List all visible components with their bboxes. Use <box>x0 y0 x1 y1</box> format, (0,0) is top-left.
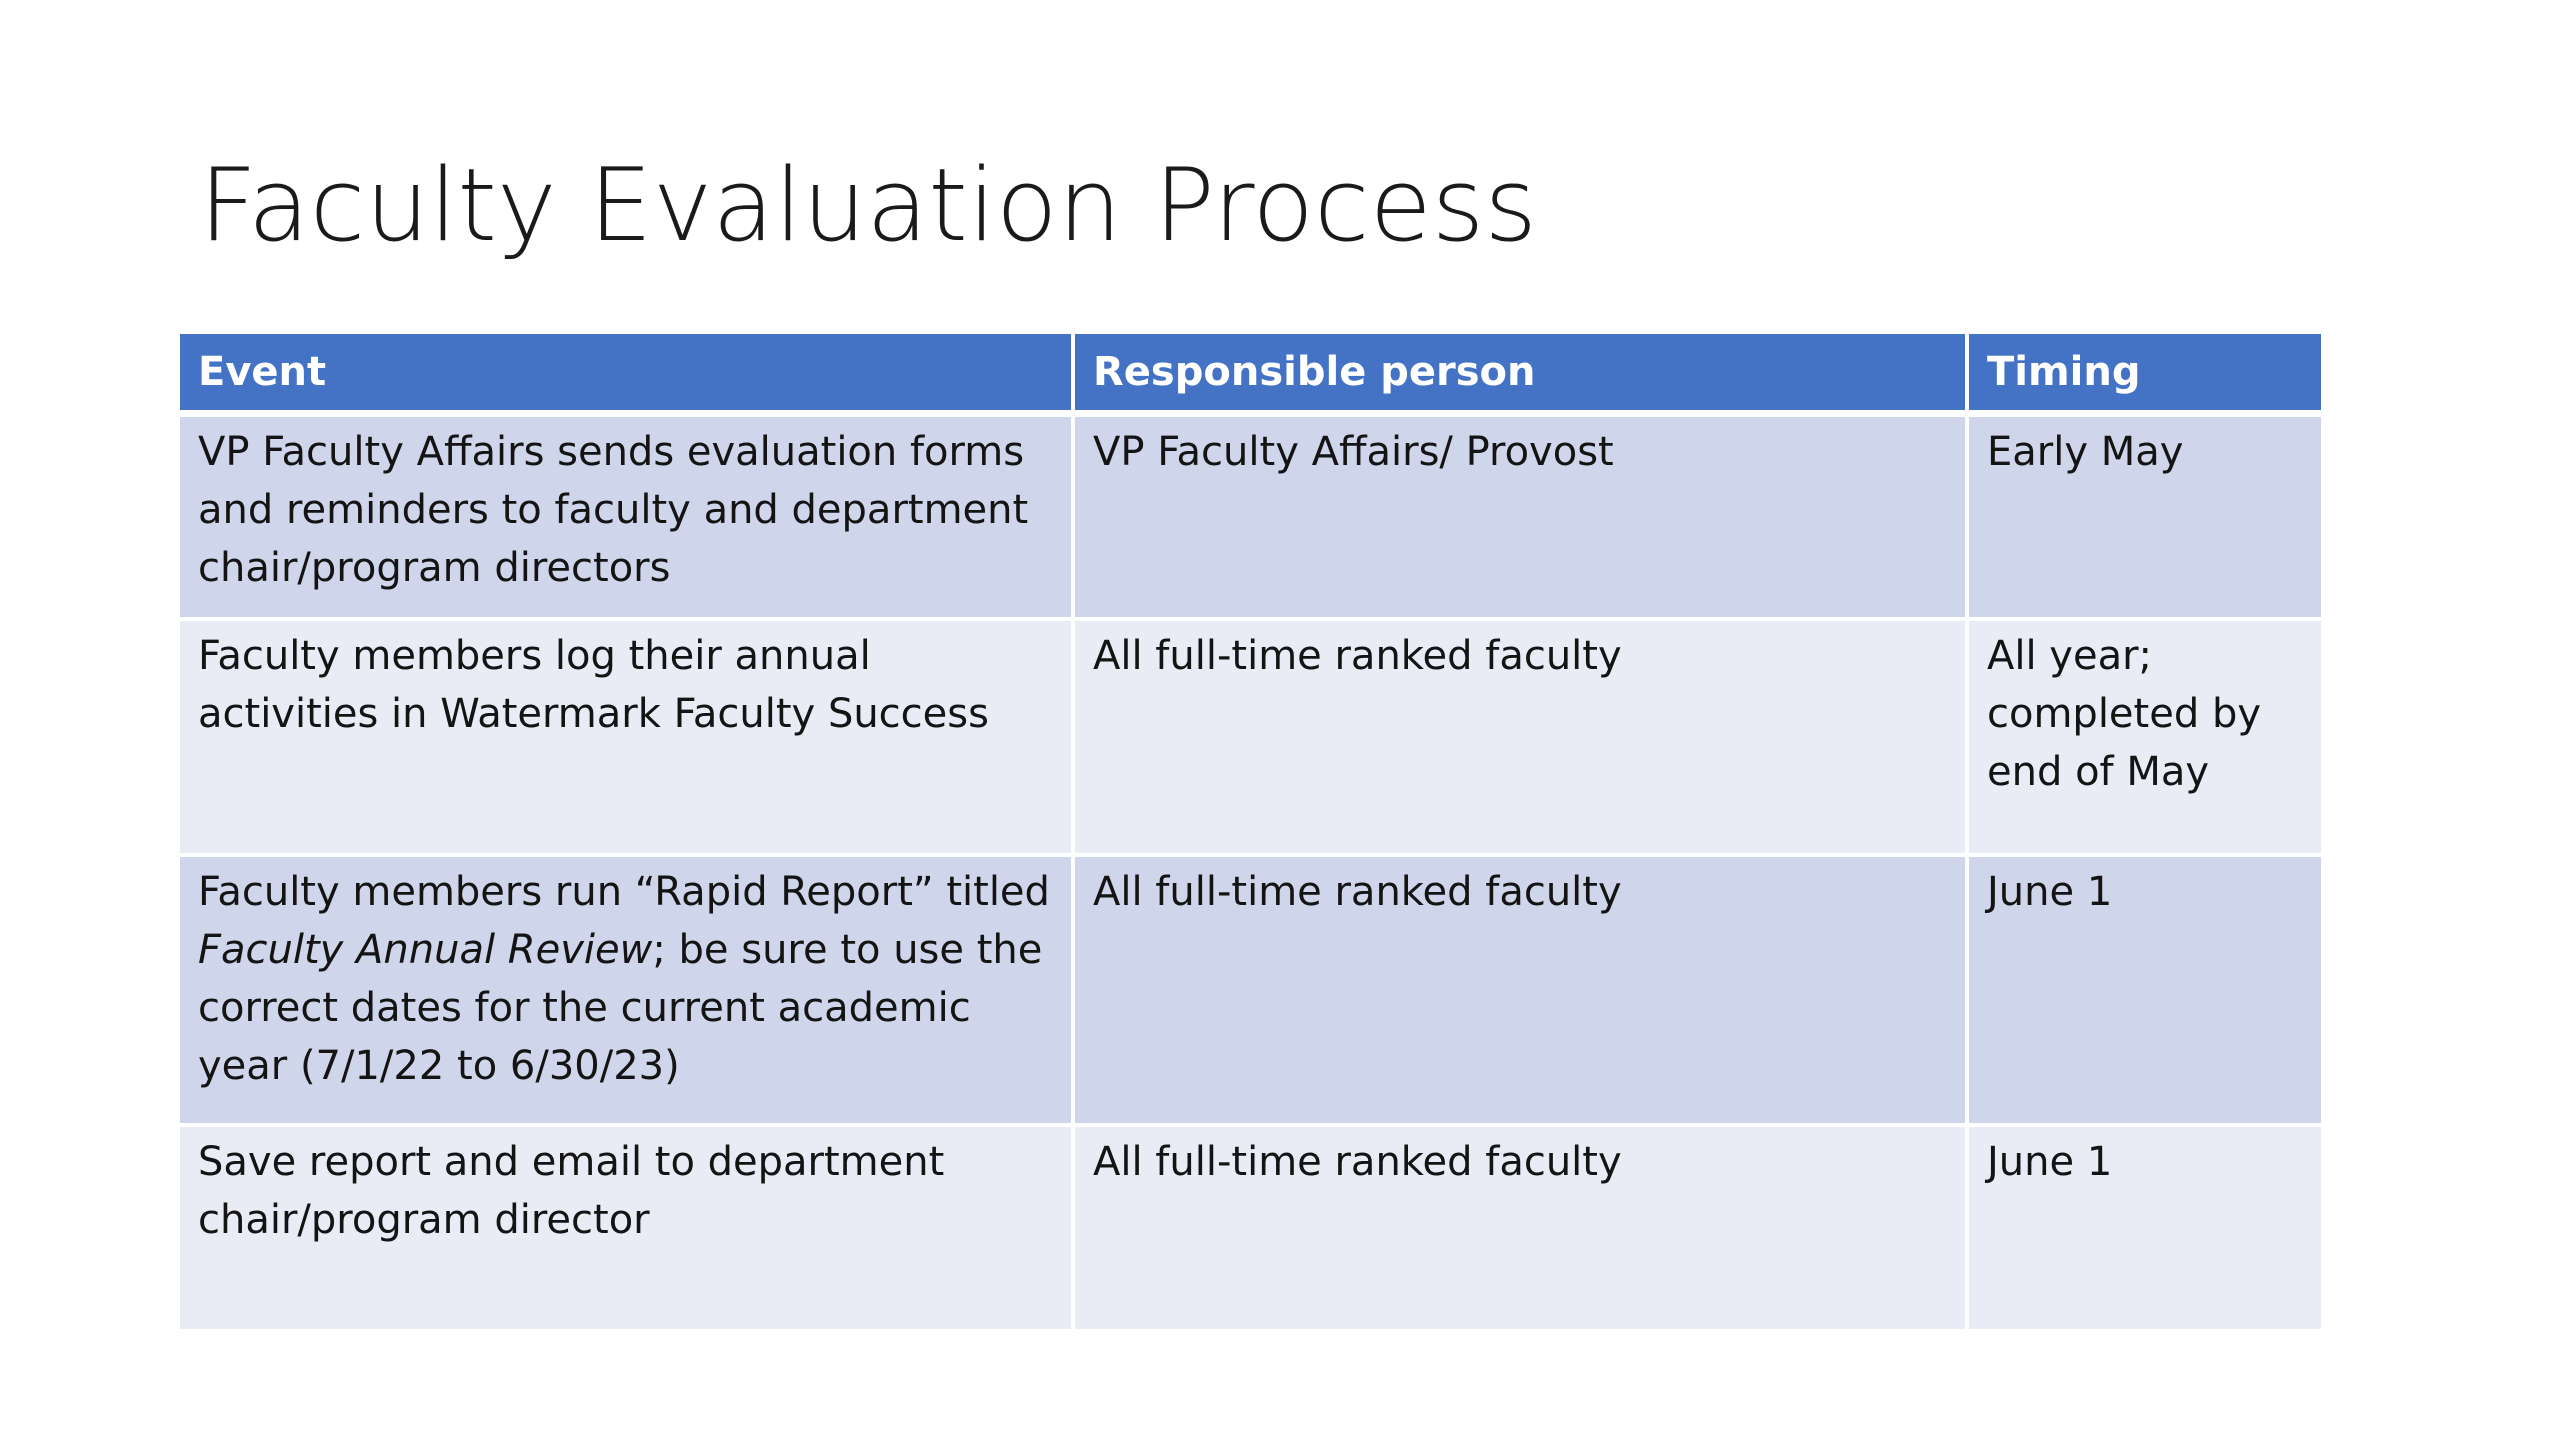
table-row: Faculty members log their annual activit… <box>180 619 2321 855</box>
table-row: Faculty members run “Rapid Report” title… <box>180 855 2321 1125</box>
event-cell: Faculty members run “Rapid Report” title… <box>180 855 1075 1125</box>
responsible-cell: VP Faculty Affairs/ Provost <box>1071 413 1969 619</box>
responsible-cell: All full-time ranked faculty <box>1071 619 1969 855</box>
slide-title: Faculty Evaluation Process <box>199 146 1537 264</box>
event-cell: VP Faculty Affairs sends evaluation form… <box>180 413 1075 619</box>
table-row: Save report and email to department chai… <box>180 1125 2321 1329</box>
timing-cell: Early May <box>1965 413 2321 619</box>
table-header-row: Event Responsible person Timing <box>180 334 2321 417</box>
event-text-end: ; be sure to use the correct dates for t… <box>198 927 1043 1089</box>
event-cell: Faculty members log their annual activit… <box>180 619 1075 855</box>
column-header-responsible-person: Responsible person <box>1071 334 1969 417</box>
evaluation-table-container: Event Responsible person Timing VP Facul… <box>180 334 2321 1329</box>
table-header: Event Responsible person Timing <box>180 334 2321 417</box>
responsible-cell: All full-time ranked faculty <box>1071 1125 1969 1329</box>
event-cell: Save report and email to department chai… <box>180 1125 1075 1329</box>
timing-cell: All year; completed by end of May <box>1965 619 2321 855</box>
responsible-cell: All full-time ranked faculty <box>1071 855 1969 1125</box>
event-text-start: Faculty members run “Rapid Report” title… <box>198 869 1050 915</box>
evaluation-process-table: Event Responsible person Timing VP Facul… <box>180 334 2321 1329</box>
table-row: VP Faculty Affairs sends evaluation form… <box>180 413 2321 619</box>
timing-cell: June 1 <box>1965 855 2321 1125</box>
report-title-italic: Faculty Annual Review <box>198 927 653 973</box>
timing-cell: June 1 <box>1965 1125 2321 1329</box>
table-body: VP Faculty Affairs sends evaluation form… <box>180 413 2321 1329</box>
column-header-event: Event <box>180 334 1075 417</box>
column-header-timing: Timing <box>1965 334 2321 417</box>
